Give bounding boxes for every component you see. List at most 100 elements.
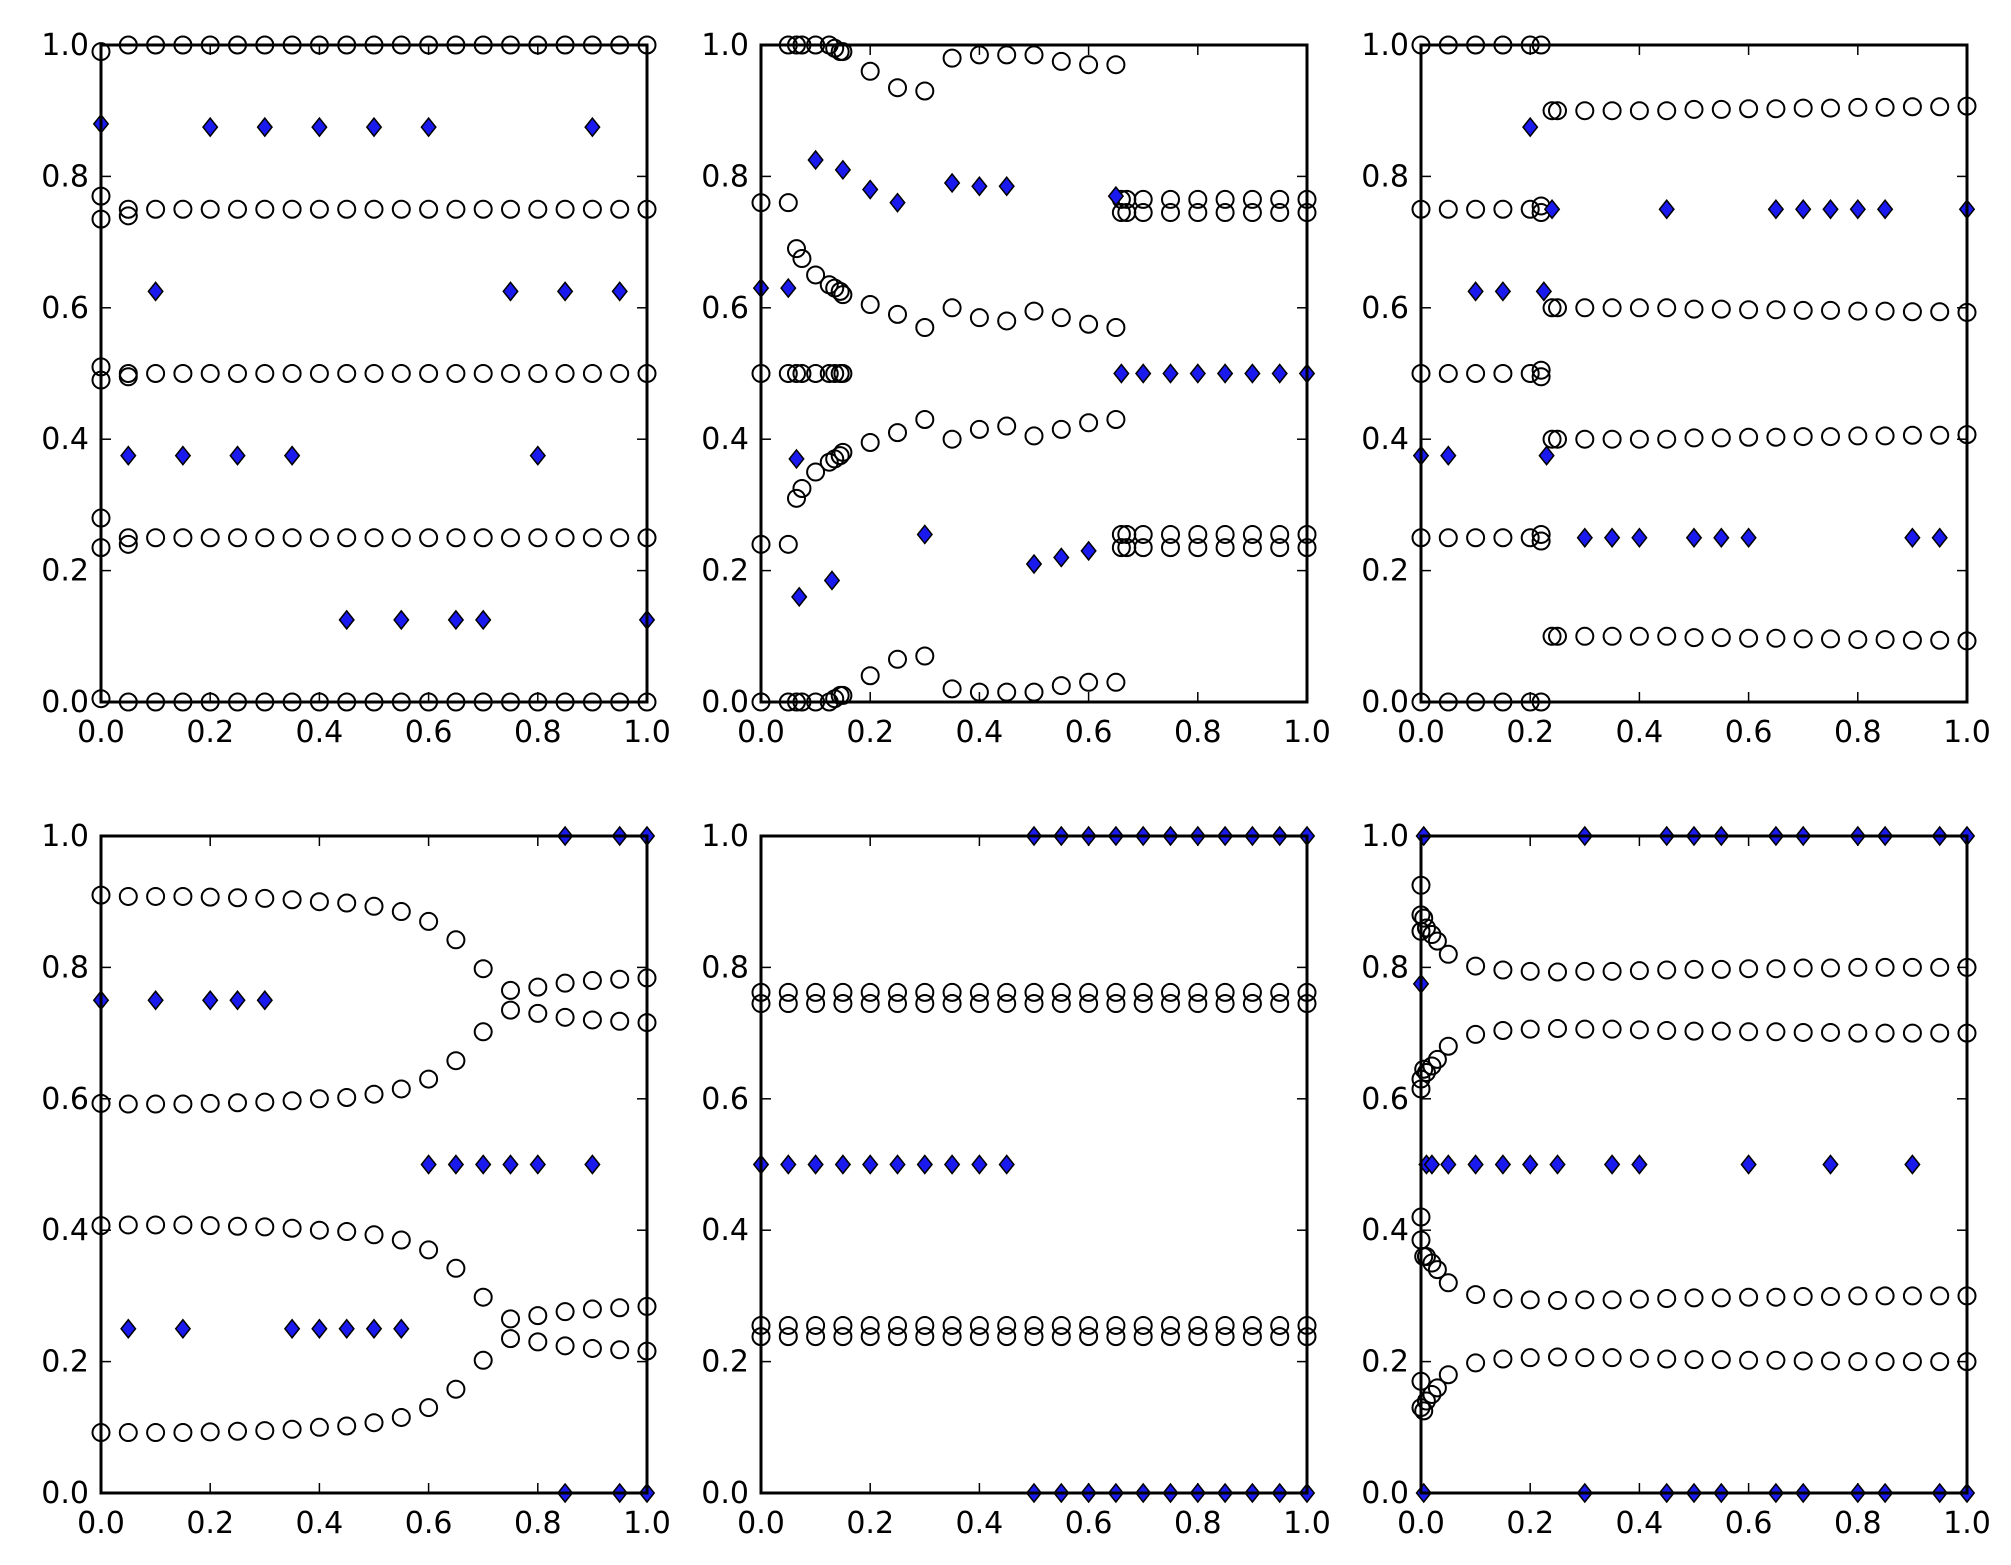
circle-marker [1766, 427, 1786, 447]
x-tick-label: 0.4 [296, 1506, 344, 1541]
diamond-marker [1549, 1154, 1566, 1175]
circle-marker [1902, 302, 1922, 322]
x-tick-label: 0.4 [1616, 1506, 1664, 1541]
circle-marker [528, 977, 548, 997]
diamond-marker [1025, 553, 1043, 575]
circle-marker [118, 199, 138, 219]
y-tick-label: 0.4 [41, 422, 89, 457]
circle-marker [1133, 1315, 1153, 1335]
circle-marker [942, 679, 962, 699]
circle-marker [1242, 524, 1262, 544]
diamond-marker [475, 1154, 492, 1175]
diamond-marker [447, 609, 465, 631]
circle-marker [1848, 1352, 1868, 1372]
circle-marker [1188, 203, 1208, 223]
y-tick-label: 0.2 [701, 1345, 749, 1380]
circle-marker [1051, 994, 1071, 1014]
circle-marker [200, 1216, 220, 1236]
circle-marker [1079, 55, 1099, 75]
circle-marker [1902, 957, 1922, 977]
circle-marker [1106, 55, 1126, 75]
circle-marker [1657, 429, 1677, 449]
circle-marker [473, 1350, 493, 1370]
x-tick-label: 0.4 [956, 715, 1004, 750]
circle-marker [391, 902, 411, 922]
circle-marker [118, 1215, 138, 1235]
circle-marker [1684, 99, 1704, 119]
circle-marker [1793, 1351, 1813, 1371]
diamond-marker [1467, 1154, 1484, 1175]
diamond-marker [1494, 1154, 1512, 1175]
x-tick-label: 0.4 [956, 1506, 1004, 1541]
circle-marker [1024, 426, 1044, 446]
circle-marker [1493, 1349, 1513, 1369]
diamond-marker [916, 524, 933, 545]
diamond-marker [1053, 547, 1070, 568]
circle-marker [1875, 957, 1895, 977]
circle-marker [282, 890, 302, 910]
circle-marker [173, 199, 193, 219]
circle-marker [806, 1315, 826, 1335]
circle-marker [1766, 1287, 1786, 1307]
y-tick-label: 0.8 [1361, 950, 1409, 985]
diamond-marker [1535, 281, 1553, 302]
circle-marker [173, 1094, 193, 1114]
circle-marker [1542, 429, 1562, 449]
circle-marker [446, 1379, 466, 1399]
circle-marker [942, 429, 962, 449]
circle-marker [1848, 957, 1868, 977]
circle-marker [792, 364, 812, 383]
x-tick-label: 0.6 [1725, 1506, 1773, 1541]
circle-marker [825, 364, 845, 383]
circle-marker [1079, 672, 1099, 692]
diamond-marker [338, 609, 355, 631]
circle-marker [282, 1091, 302, 1111]
circle-marker [888, 649, 907, 669]
circle-marker [473, 528, 493, 548]
circle-marker [997, 416, 1017, 436]
circle-marker [309, 528, 329, 548]
diamond-marker [584, 1154, 601, 1175]
circle-marker [1242, 189, 1262, 209]
circle-marker [610, 969, 630, 989]
circle-marker [1629, 961, 1649, 981]
circle-marker [942, 1315, 962, 1335]
diamond-marker [1795, 199, 1812, 220]
circle-marker [1848, 1286, 1868, 1306]
panel-1: 0.0 0.2 0.4 0.6 0.8 1.0 0.0 0.2 0.4 0.6 0.8 1.0 [41, 28, 671, 750]
circle-marker [833, 42, 853, 62]
x-tick-label: 0.8 [1174, 1506, 1222, 1541]
circle-marker [915, 1315, 935, 1335]
circle-marker [1548, 1290, 1567, 1310]
circle-marker [1161, 982, 1180, 1002]
circle-marker [915, 982, 935, 1002]
circle-marker [446, 1051, 466, 1071]
circle-marker [942, 48, 962, 68]
diamond-marker [365, 1318, 383, 1339]
circle-marker [997, 45, 1017, 65]
circle-marker [146, 1423, 166, 1443]
circle-marker [1711, 99, 1731, 119]
circle-marker [337, 893, 357, 913]
y-tick-label: 0.8 [41, 950, 89, 985]
circle-marker [860, 994, 880, 1014]
circle-marker [1821, 958, 1840, 978]
x-tick-label: 0.6 [405, 1506, 453, 1541]
y-tick-label: 0.2 [1361, 1345, 1409, 1380]
x-tick-label: 0.8 [514, 715, 562, 750]
circle-marker [1684, 1021, 1704, 1041]
diamond-marker [807, 1154, 824, 1175]
circle-marker [1270, 994, 1290, 1014]
circle-marker [1079, 413, 1099, 433]
circle-marker [1930, 425, 1950, 445]
circle-marker [1242, 1315, 1262, 1335]
circle-marker [446, 364, 466, 383]
circle-marker [997, 1315, 1017, 1335]
circle-marker [888, 982, 907, 1002]
circle-marker [860, 982, 880, 1002]
diamond-marker [256, 990, 273, 1011]
y-tick-label: 0.6 [701, 291, 749, 326]
circle-marker [1711, 299, 1731, 319]
diamond-marker [780, 277, 797, 299]
